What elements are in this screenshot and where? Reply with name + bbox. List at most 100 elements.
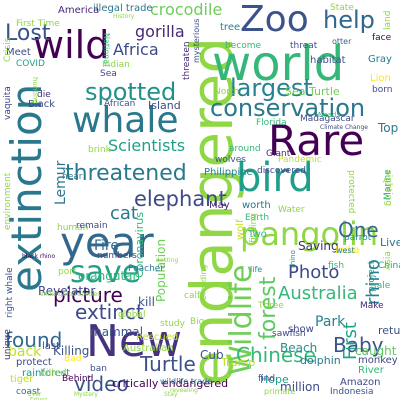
word: mysterious (192, 18, 201, 63)
word: Australian (123, 343, 174, 354)
word: Make (360, 301, 384, 311)
word: illegal trade (93, 3, 153, 14)
word: One (338, 218, 379, 242)
word: Crisis (3, 37, 13, 62)
word: black rhino (22, 253, 56, 260)
word: Lost (5, 21, 51, 46)
word: global (118, 310, 146, 320)
word: Pandemic (278, 155, 322, 165)
word: primate (264, 387, 296, 396)
word: Lemur (53, 160, 69, 205)
word: Bad (64, 354, 82, 364)
word: face (372, 33, 392, 43)
word: million (280, 380, 320, 394)
word: revealing (170, 387, 198, 394)
word: wildlife trade (160, 377, 213, 386)
word: Zoo (240, 0, 309, 40)
word: North (214, 87, 240, 97)
word: May (209, 200, 230, 211)
word: threat (290, 41, 318, 51)
word: coast (16, 387, 41, 397)
word: wolves (215, 155, 246, 165)
word: vaquita (3, 86, 13, 120)
word: Top (378, 121, 399, 135)
word: born (372, 85, 393, 95)
word: Saving (298, 239, 339, 253)
word: Poacher (128, 264, 165, 274)
word: Live (380, 236, 400, 249)
word: otter (332, 37, 352, 46)
word: protected (346, 170, 356, 214)
word: China (378, 261, 400, 271)
word: human (57, 223, 89, 233)
word: Sea (100, 69, 117, 79)
word: west (336, 246, 355, 255)
word: picture (53, 283, 123, 307)
word: near (62, 172, 83, 182)
word: Photo (288, 262, 340, 283)
word: land (383, 10, 393, 30)
word: brink (88, 145, 111, 155)
word: Lion (370, 73, 391, 84)
word: Island (148, 99, 181, 112)
word: year (60, 218, 154, 267)
word: endangered species (40, 291, 101, 298)
word: largest (230, 74, 313, 102)
word: pangolin (240, 215, 379, 253)
word: video (74, 372, 129, 396)
word: Earth (245, 213, 270, 223)
word: Giant (266, 149, 291, 159)
word: study (160, 319, 185, 329)
word: conservation (210, 94, 366, 122)
word: Two (248, 229, 267, 240)
word: COVID (16, 59, 45, 69)
word: Park (315, 314, 346, 330)
word: Cub (200, 348, 224, 362)
word: ban (90, 364, 107, 374)
word: cat (110, 203, 138, 224)
word: elephant (134, 187, 227, 211)
word: sale (372, 281, 391, 291)
word: caught (355, 344, 397, 358)
word: last (42, 341, 61, 352)
word: Chinese (236, 343, 316, 367)
word: extinct (75, 300, 144, 324)
word: world (212, 36, 345, 92)
word: Climate Change (320, 124, 368, 131)
word: die (37, 90, 51, 100)
word: Beach (280, 341, 318, 355)
word: Turtle (140, 352, 196, 376)
word: Ever (28, 391, 42, 398)
word: help (323, 6, 375, 34)
word: right whale (5, 267, 15, 318)
word: hunting (31, 77, 39, 104)
word: America (58, 5, 100, 16)
word: around (229, 144, 261, 154)
word: Gray (368, 54, 392, 65)
word: Big (190, 317, 205, 327)
word: Fire (94, 238, 119, 254)
word: back (8, 344, 42, 360)
word: Mystery (74, 391, 98, 398)
word: return (378, 324, 400, 337)
word: breeding (199, 264, 208, 300)
word: parrot (344, 233, 372, 243)
word: spotted (85, 78, 177, 106)
word: unique (3, 329, 13, 360)
word: Sea Turtle (285, 85, 340, 98)
word: wolf (235, 219, 246, 240)
word: save (70, 255, 141, 290)
word: crocodile (150, 0, 223, 19)
word: Amazon (340, 377, 381, 388)
word: Trump (221, 356, 256, 369)
word: monkey (358, 355, 398, 366)
word: bird (236, 155, 314, 201)
word: tiger (10, 374, 34, 385)
word: Baby (333, 333, 384, 357)
word: gorilla (135, 22, 185, 41)
word: become (225, 41, 262, 51)
word: show (288, 324, 314, 335)
word: kill (138, 295, 155, 309)
word: tree (220, 22, 241, 33)
word: habitat (310, 55, 346, 66)
